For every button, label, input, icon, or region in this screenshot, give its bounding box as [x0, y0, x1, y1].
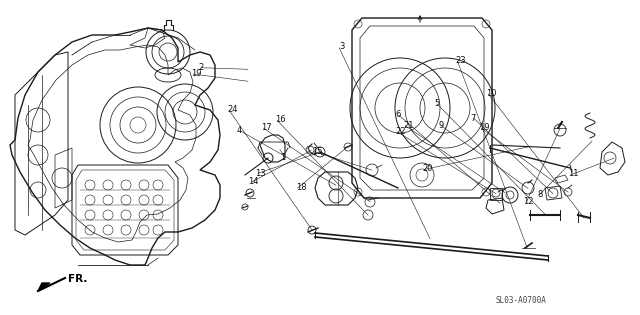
Text: 9: 9	[438, 122, 444, 130]
Text: 10: 10	[486, 89, 497, 98]
Text: 11: 11	[568, 169, 579, 178]
Text: 12: 12	[524, 197, 534, 206]
Text: 21: 21	[403, 121, 413, 129]
Text: SL03-A0700A: SL03-A0700A	[495, 296, 546, 305]
Text: 22: 22	[396, 127, 406, 136]
Text: 19: 19	[479, 123, 489, 132]
Text: 19: 19	[191, 69, 201, 78]
Text: 6: 6	[396, 111, 401, 119]
Text: 16: 16	[275, 115, 286, 124]
Text: 14: 14	[248, 177, 259, 186]
Text: 18: 18	[296, 183, 307, 192]
Text: 2: 2	[198, 63, 204, 72]
Text: 24: 24	[227, 105, 237, 114]
Text: 4: 4	[237, 126, 242, 135]
Text: 17: 17	[261, 123, 272, 132]
Text: FR.: FR.	[68, 274, 88, 284]
Text: 3: 3	[339, 42, 344, 51]
Text: 23: 23	[456, 56, 467, 65]
Text: 13: 13	[255, 169, 266, 178]
Text: 7: 7	[470, 114, 476, 123]
Text: 15: 15	[312, 147, 323, 156]
Text: 20: 20	[422, 164, 433, 173]
Text: 1: 1	[280, 153, 285, 162]
Text: 8: 8	[538, 190, 543, 199]
Text: 5: 5	[434, 100, 439, 108]
Polygon shape	[38, 283, 50, 291]
